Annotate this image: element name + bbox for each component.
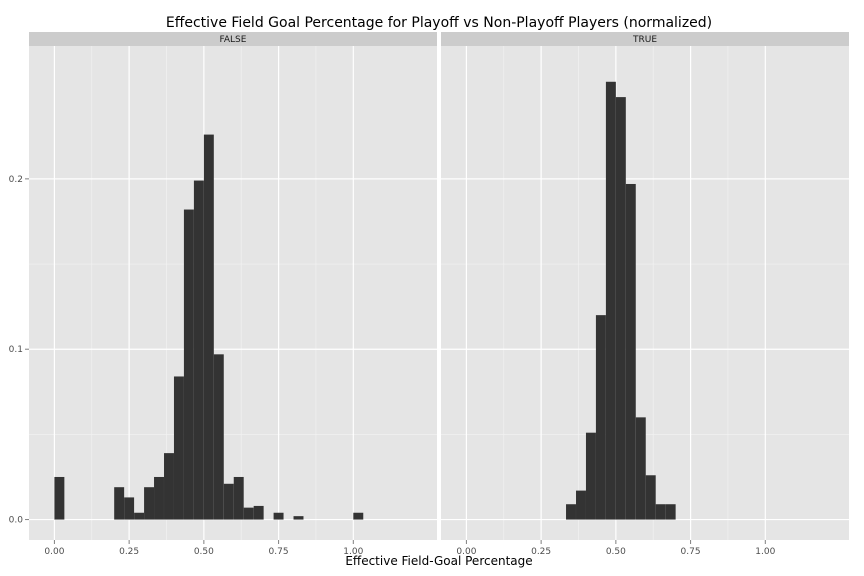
- histogram-bar: [114, 487, 125, 520]
- x-tick-label: 0.50: [606, 547, 626, 557]
- chart-title: Effective Field Goal Percentage for Play…: [166, 15, 712, 31]
- histogram-bar: [293, 516, 304, 520]
- histogram-bar: [154, 476, 164, 520]
- facet-strip-label: FALSE: [220, 35, 247, 45]
- histogram-bar: [144, 487, 155, 520]
- histogram-bar: [173, 376, 184, 520]
- histogram-bar: [615, 97, 626, 520]
- x-tick-label: 0.75: [269, 547, 289, 557]
- histogram-bar: [164, 453, 174, 520]
- histogram-bar: [273, 512, 284, 520]
- histogram-bar: [233, 476, 244, 520]
- histogram-bar: [566, 504, 576, 520]
- histogram-bar: [585, 432, 596, 520]
- histogram-bar: [576, 490, 586, 520]
- facet-panels: FALSE 0.00 0.25 0.50 0.75 1.00 0.0 0.1 0.2 TRUE 0.…: [9, 32, 849, 557]
- facet-strip-label: TRUE: [632, 35, 657, 45]
- histogram-bar: [605, 81, 616, 520]
- histogram-bar: [655, 504, 666, 520]
- x-tick-label: 1.00: [755, 547, 775, 557]
- facet-panel-true: TRUE 0.00 0.25 0.50 0.75 1.00: [441, 32, 849, 557]
- facet-panel-false: FALSE 0.00 0.25 0.50 0.75 1.00 0.0 0.1 0.2: [9, 32, 437, 557]
- histogram-bar: [625, 183, 636, 520]
- histogram-bar: [54, 476, 65, 520]
- histogram-bar: [595, 315, 606, 520]
- x-tick-label: 0.25: [119, 547, 139, 557]
- histogram-bar: [353, 512, 364, 520]
- y-tick-label: 0.2: [9, 175, 23, 185]
- histogram-bar: [203, 134, 214, 520]
- x-tick-label: 0.75: [681, 547, 701, 557]
- histogram-bar: [253, 505, 264, 520]
- histogram-bar: [124, 497, 135, 520]
- y-tick-label: 0.0: [9, 516, 24, 526]
- histogram-bar: [223, 483, 234, 520]
- x-tick-label: 0.25: [531, 547, 551, 557]
- facet-strip: [29, 32, 437, 46]
- histogram-bar: [193, 180, 204, 520]
- histogram-bar: [665, 504, 676, 520]
- x-tick-label: 1.00: [343, 547, 363, 557]
- histogram-bar: [213, 354, 224, 520]
- x-tick-label: 0.00: [456, 547, 476, 557]
- x-axis-label: Effective Field-Goal Percentage: [345, 554, 532, 568]
- histogram-bar: [243, 507, 254, 520]
- histogram-bar: [183, 209, 194, 520]
- plot-panel-background: [29, 46, 437, 540]
- x-tick-label: 0.00: [44, 547, 64, 557]
- facet-strip: [441, 32, 849, 46]
- y-tick-label: 0.1: [9, 345, 23, 355]
- histogram-bar: [134, 512, 145, 520]
- histogram-bar: [635, 417, 646, 520]
- x-tick-label: 0.50: [194, 547, 214, 557]
- histogram-bar: [645, 475, 656, 520]
